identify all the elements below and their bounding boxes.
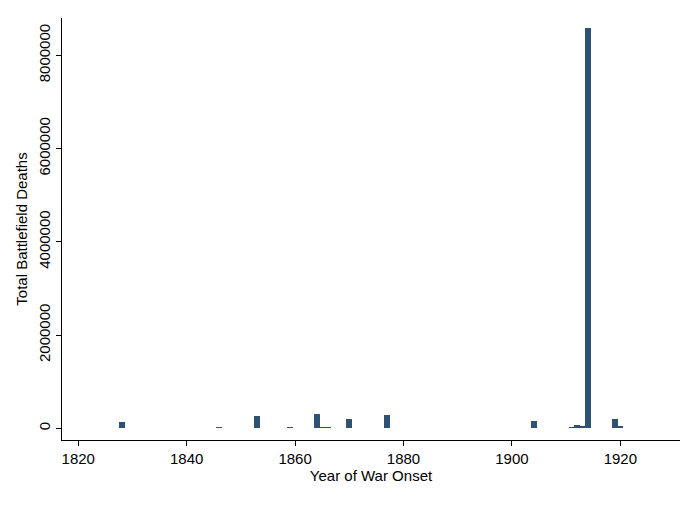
svg-text:1920: 1920: [604, 450, 637, 467]
svg-text:4000000: 4000000: [36, 210, 53, 268]
svg-text:Total Battlefield Deaths: Total Battlefield Deaths: [13, 152, 30, 305]
svg-text:8000000: 8000000: [36, 24, 53, 82]
svg-text:0: 0: [36, 422, 53, 430]
svg-text:1820: 1820: [62, 450, 95, 467]
svg-text:1900: 1900: [495, 450, 528, 467]
svg-text:1840: 1840: [170, 450, 203, 467]
svg-text:1860: 1860: [278, 450, 311, 467]
svg-text:6000000: 6000000: [36, 117, 53, 175]
svg-text:1880: 1880: [387, 450, 420, 467]
svg-text:2000000: 2000000: [36, 304, 53, 362]
svg-text:Year of War Onset: Year of War Onset: [310, 467, 433, 484]
